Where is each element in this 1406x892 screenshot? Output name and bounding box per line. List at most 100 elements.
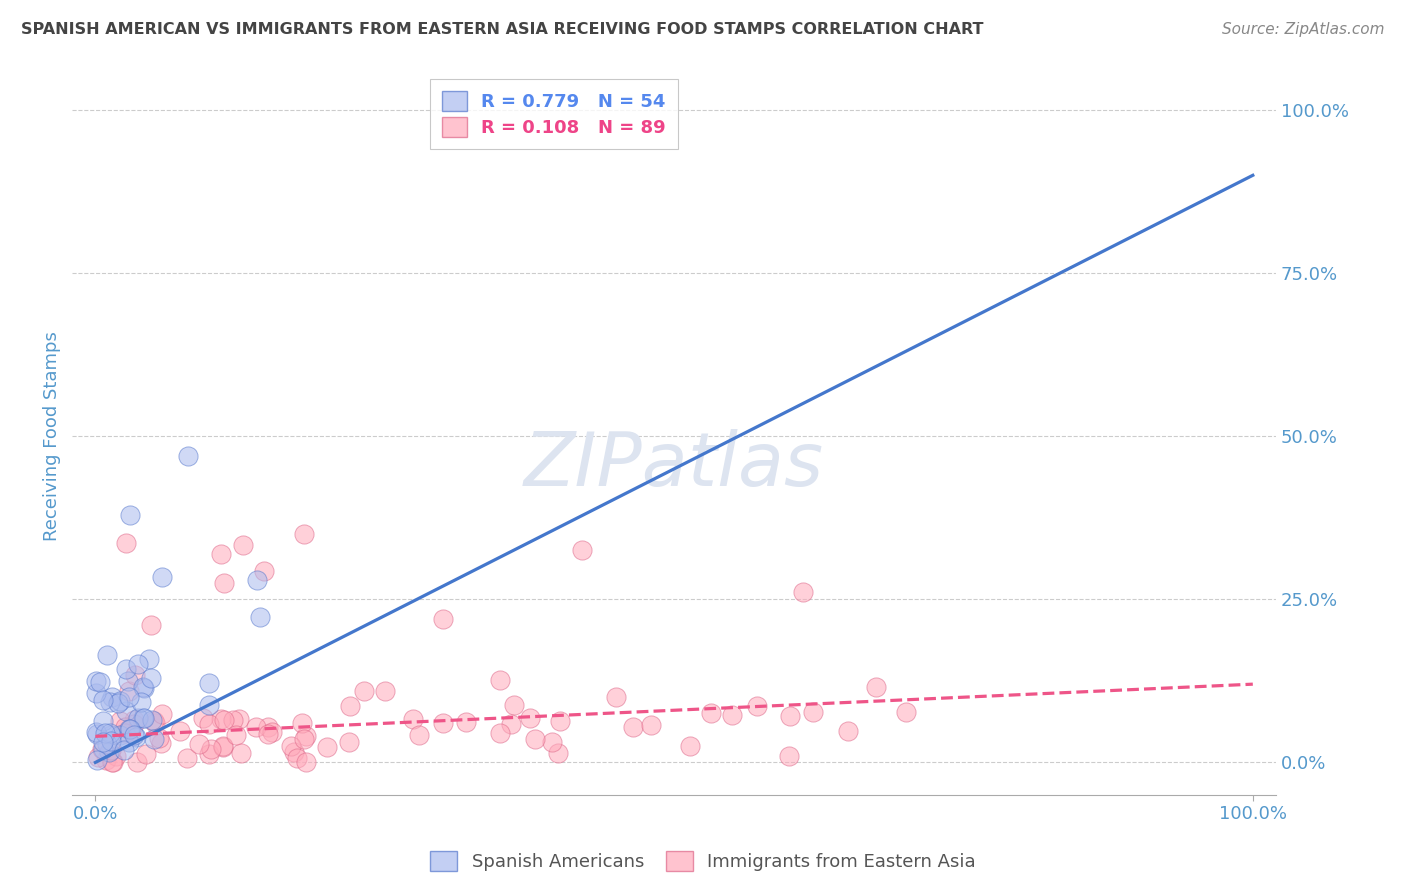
Point [125,756,148,770]
Point [124,727,146,741]
Point [225,728,247,742]
Legend: Spanish Americans, Immigrants from Eastern Asia: Spanish Americans, Immigrants from Easte… [423,844,983,879]
Point [294,756,316,770]
Point [98,726,121,740]
Point [792,584,814,599]
Point [135,747,157,761]
Point [101,756,124,770]
Point [114,662,136,676]
Point [200,742,222,756]
Point [339,698,361,713]
Point [107,696,129,710]
Point [139,671,162,685]
Point [779,709,801,723]
Point [120,508,142,522]
Point [127,710,149,724]
Point [118,690,141,704]
Point [100,743,122,757]
Point [292,731,315,746]
Point [499,716,522,731]
Point [193,711,215,725]
Point [745,698,768,713]
Point [316,739,339,754]
Point [86,686,108,700]
Point [721,707,744,722]
Point [489,726,512,740]
Point [118,683,141,698]
Point [454,714,477,729]
Point [101,690,124,704]
Point [86,727,108,741]
Point [489,673,512,687]
Point [285,751,308,765]
Point [110,728,132,742]
Point [408,729,430,743]
Point [118,722,141,736]
Point [169,724,191,739]
Point [114,720,136,734]
Point [228,712,250,726]
Point [292,527,315,541]
Point [131,680,153,694]
Point [197,747,219,762]
Point [503,698,526,712]
Point [108,693,131,707]
Point [114,726,136,740]
Point [232,538,254,552]
Point [125,730,148,744]
Point [353,684,375,698]
Point [120,724,142,739]
Point [540,734,562,748]
Point [117,673,139,688]
Point [212,739,235,753]
Point [187,737,209,751]
Point [198,698,221,712]
Point [337,735,360,749]
Point [96,648,118,662]
Legend: R = 0.779   N = 54, R = 0.108   N = 89: R = 0.779 N = 54, R = 0.108 N = 89 [430,79,678,149]
Point [865,680,887,694]
Point [280,739,302,753]
Point [96,737,118,751]
Point [374,684,396,698]
Point [98,695,121,709]
Point [138,651,160,665]
Point [124,667,146,681]
Point [100,728,122,742]
Point [253,564,276,578]
Point [231,746,253,760]
Text: SPANISH AMERICAN VS IMMIGRANTS FROM EASTERN ASIA RECEIVING FOOD STAMPS CORRELATI: SPANISH AMERICAN VS IMMIGRANTS FROM EAST… [21,22,984,37]
Point [262,725,284,739]
Point [571,543,593,558]
Point [249,610,271,624]
Text: ZIPatlas: ZIPatlas [524,429,824,501]
Point [127,657,149,671]
Point [91,735,114,749]
Point [139,617,162,632]
Point [148,731,170,746]
Point [837,723,859,738]
Point [89,675,111,690]
Point [91,741,114,756]
Point [86,724,108,739]
Point [124,716,146,731]
Point [134,681,156,695]
Point [212,713,235,727]
Point [150,570,173,584]
Point [283,746,305,760]
Point [801,706,824,720]
Point [118,722,141,736]
Point [129,695,152,709]
Y-axis label: Receiving Food Stamps: Receiving Food Stamps [44,331,60,541]
Point [100,733,122,747]
Point [150,706,173,721]
Point [198,676,221,690]
Point [108,714,131,729]
Point [91,714,114,729]
Point [402,712,425,726]
Point [212,740,235,755]
Point [93,742,115,756]
Point [104,749,127,764]
Point [132,711,155,725]
Point [198,716,221,731]
